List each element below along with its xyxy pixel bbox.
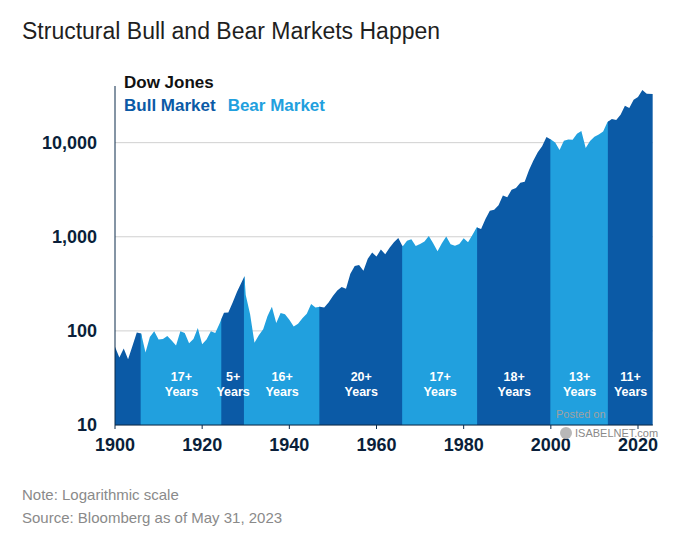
period [319,90,403,425]
period-label: 16+Years [265,370,298,399]
period-label-line: Years [563,385,596,399]
x-tick [376,425,377,429]
x-tick [550,425,551,429]
x-tick [202,425,203,429]
watermark: Posted on [556,408,606,420]
y-tick-label: 10,000 [42,133,97,153]
period-label: 17+Years [423,370,456,399]
chart: Structural Bull and Bear Markets Happen 1… [0,0,700,550]
x-tick-label: 1940 [269,435,309,455]
period-label: 13+Years [563,370,596,399]
watermark: ISABELNET.com [575,427,658,439]
period-label-line: 13+ [569,370,590,384]
dow-area [402,90,478,425]
dow-area [244,90,320,425]
period-label: 18+Years [498,370,531,399]
note: Note: Logarithmic scale [22,486,179,503]
period-label-line: 17+ [430,370,451,384]
period [477,90,551,425]
period [141,90,223,425]
legend-title: Dow Jones [124,73,214,92]
source: Source: Bloomberg as of May 31, 2023 [22,509,282,526]
period [115,90,142,425]
x-tick [115,425,116,429]
period-label-line: Years [216,385,249,399]
period [244,90,320,425]
period-label-line: 20+ [351,370,372,384]
period-label-line: Years [345,385,378,399]
dow-area [141,90,223,425]
dow-area [550,90,609,425]
period-label-line: 5+ [226,370,240,384]
x-tick-label: 1980 [444,435,484,455]
period [221,90,245,425]
period-label: 17+Years [165,370,198,399]
y-axis-line [115,86,116,425]
period-label-line: Years [423,385,456,399]
legend-entry: Bear Market [228,96,326,115]
x-tick-label: 1960 [356,435,396,455]
period-label-line: Years [498,385,531,399]
y-tick-label: 10 [77,415,97,435]
period-label-line: Years [165,385,198,399]
dow-area [608,90,653,425]
dow-area [319,90,403,425]
period-label-line: Years [614,385,647,399]
watermark-icon [560,427,572,439]
period-label: 5+Years [216,370,249,399]
x-tick-label: 1900 [95,435,135,455]
period [402,90,478,425]
period-label-line: Years [265,385,298,399]
title: Structural Bull and Bear Markets Happen [22,18,440,44]
period-label: 11+Years [614,370,647,399]
grid-line [115,425,653,426]
period [608,90,653,425]
dow-area [221,90,245,425]
dow-area [477,90,551,425]
x-tick [463,425,464,429]
period-label-line: 18+ [504,370,525,384]
period-label-line: 11+ [620,370,641,384]
x-axis-line [115,425,653,426]
x-tick-label: 1920 [182,435,222,455]
x-tick [289,425,290,429]
y-tick-label: 1,000 [52,227,97,247]
legend-entry: Bull Market [124,96,216,115]
period-label-line: 16+ [272,370,293,384]
dow-area [115,90,142,425]
period-label: 20+Years [345,370,378,399]
y-tick-label: 100 [67,321,97,341]
plot-area [115,90,653,425]
period [550,90,609,425]
period-label-line: 17+ [171,370,192,384]
